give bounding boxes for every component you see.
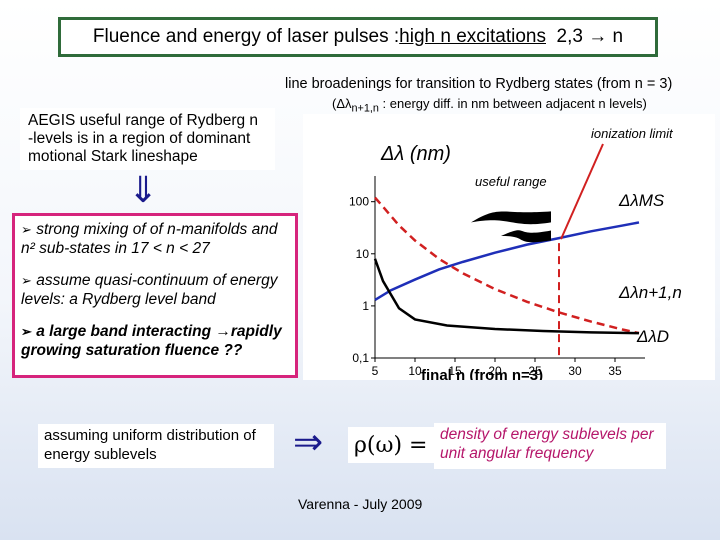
bullet-text: a large band interacting →rapidly growin…: [21, 323, 282, 359]
mixing-box: ➢ strong mixing of of n-manifolds and n²…: [12, 213, 298, 378]
series-line: [374, 221, 640, 302]
bullet-text: assume quasi-continuum of energy levels:…: [21, 272, 278, 308]
series-label: ΔλD: [636, 327, 669, 346]
bullet-item: ➢ a large band interacting →rapidly grow…: [21, 322, 289, 360]
implies-arrow-icon: ⇒: [293, 421, 324, 462]
rho-formula: ρ(ω) =: [348, 427, 434, 463]
x-tick-label: 35: [608, 364, 622, 378]
useful-range-label: useful range: [475, 174, 547, 189]
x-tick-label: 30: [568, 364, 582, 378]
ionization-pointer: [560, 143, 604, 240]
aegis-text-box: AEGIS useful range of Rydberg n -levels …: [20, 108, 275, 170]
x-tick-label: 25: [528, 364, 542, 378]
x-tick-label: 15: [448, 364, 462, 378]
x-tick-label: 20: [488, 364, 502, 378]
bullet-marker-icon: ➢: [21, 324, 32, 339]
series-line: [373, 258, 640, 335]
y-tick-label: 100: [349, 195, 369, 209]
subnote-suffix: : energy diff. in nm between adjacent n …: [378, 96, 647, 111]
ionization-label: ionization limit: [591, 126, 674, 141]
series-line: [374, 196, 640, 335]
bullet-marker-icon: ➢: [21, 222, 32, 237]
x-tick-label: 5: [372, 364, 379, 378]
x-axis-label: final n (from n=3): [421, 367, 543, 380]
down-arrow-icon: ⇓: [128, 169, 159, 210]
y-tick-label: 10: [356, 247, 370, 261]
slide-title: Fluence and energy of laser pulses : hig…: [58, 17, 658, 57]
subtitle: line broadenings for transition to Rydbe…: [285, 76, 673, 92]
series-label: ΔλMS: [618, 191, 665, 210]
x-tick-label: 10: [408, 364, 422, 378]
bullet-text: strong mixing of of n-manifolds and n² s…: [21, 221, 278, 257]
footer-text: Varenna - July 2009: [298, 496, 423, 512]
bullet-item: ➢ assume quasi-continuum of energy level…: [21, 271, 289, 309]
chart-svg: 5 10 15 20 25 30 35 0,1 1 10 100 Δλ (nm) final n (fr…: [349, 126, 682, 384]
subnote-prefix: (Δλ: [332, 96, 352, 111]
subnote-sub: n+1,n: [351, 102, 379, 115]
density-text-box: density of energy sublevels per unit ang…: [434, 423, 666, 469]
useful-range-band: [471, 211, 551, 225]
useful-range-band: [501, 230, 551, 243]
uniform-text-box: assuming uniform distribution of energy …: [38, 424, 274, 468]
y-tick-label: 1: [362, 299, 369, 313]
series-label: Δλn+1,n: [618, 283, 682, 302]
bullet-marker-icon: ➢: [21, 273, 32, 288]
title-suffix: 2,3 → n: [546, 26, 624, 47]
y-tick-label: 0,1: [352, 351, 369, 365]
title-highlight: high n excitations: [399, 26, 546, 47]
subnote: (Δλn+1,n : energy diff. in nm between ad…: [332, 96, 647, 115]
bullet-item: ➢ strong mixing of of n-manifolds and n²…: [21, 220, 289, 258]
title-prefix: Fluence and energy of laser pulses :: [92, 26, 400, 47]
y-axis-label: Δλ (nm): [380, 143, 451, 165]
broadening-chart: 5 10 15 20 25 30 35 0,1 1 10 100 Δλ (nm) final n (fr…: [303, 114, 715, 384]
